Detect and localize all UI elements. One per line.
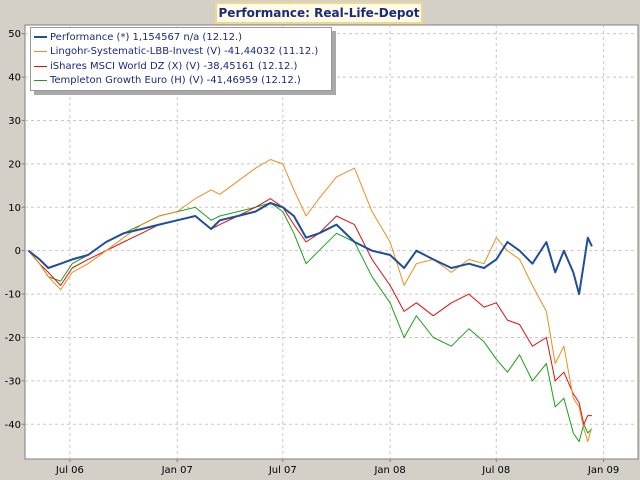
series-line-1 bbox=[28, 159, 592, 443]
x-tick-label: Jul 07 bbox=[268, 465, 297, 476]
legend-swatch bbox=[34, 80, 47, 82]
y-tick-label: 20 bbox=[8, 159, 21, 170]
series-line-0 bbox=[27, 201, 593, 296]
y-tick-label: 50 bbox=[8, 29, 21, 40]
x-tick-label: Jul 08 bbox=[481, 465, 510, 476]
plot-area bbox=[24, 24, 639, 460]
y-axis: 50 40 30 20 10 0 -10 -20 -30 -40 bbox=[5, 29, 25, 431]
y-tick-label: 30 bbox=[8, 116, 21, 127]
x-axis: Jul 06 Jan 07 Jul 07 Jan 08 Jul 08 Jan 09 bbox=[55, 459, 619, 476]
legend-label: Performance (*) 1,154567 n/a (12.12.) bbox=[50, 31, 243, 43]
series-lines bbox=[27, 159, 593, 443]
legend-label: Lingohr-Systematic-LBB-Invest (V) -41,44… bbox=[50, 46, 319, 58]
series-line-2 bbox=[28, 198, 592, 425]
y-tick-label: 10 bbox=[8, 203, 21, 214]
y-tick-label: 40 bbox=[8, 73, 21, 84]
y-tick-label: -30 bbox=[5, 376, 21, 387]
x-tick-label: Jan 08 bbox=[373, 465, 405, 476]
legend-entry-ishares: iShares MSCI World DZ (X) (V) -38,45161 … bbox=[34, 59, 328, 74]
legend-label: Templeton Growth Euro (H) (V) -41,46959 … bbox=[50, 75, 301, 87]
legend-swatch bbox=[34, 51, 47, 53]
legend-entry-lingohr: Lingohr-Systematic-LBB-Invest (V) -41,44… bbox=[34, 45, 328, 60]
y-tick-label: -20 bbox=[5, 333, 21, 344]
legend-entry-templeton: Templeton Growth Euro (H) (V) -41,46959 … bbox=[34, 74, 328, 89]
legend-swatch bbox=[34, 36, 47, 39]
y-tick-label: 0 bbox=[15, 246, 21, 257]
y-tick-label: -40 bbox=[5, 420, 21, 431]
chart-title: Performance: Real-Life-Depot bbox=[215, 2, 423, 24]
x-tick-label: Jan 07 bbox=[161, 465, 193, 476]
y-tick-label: -10 bbox=[5, 290, 21, 301]
x-tick-label: Jan 09 bbox=[587, 465, 619, 476]
x-tick-label: Jul 06 bbox=[55, 465, 84, 476]
legend: Performance (*) 1,154567 n/a (12.12.) Li… bbox=[30, 27, 332, 91]
legend-swatch bbox=[34, 65, 47, 67]
legend-label: iShares MSCI World DZ (X) (V) -38,45161 … bbox=[50, 60, 298, 72]
legend-entry-performance: Performance (*) 1,154567 n/a (12.12.) bbox=[34, 30, 328, 45]
